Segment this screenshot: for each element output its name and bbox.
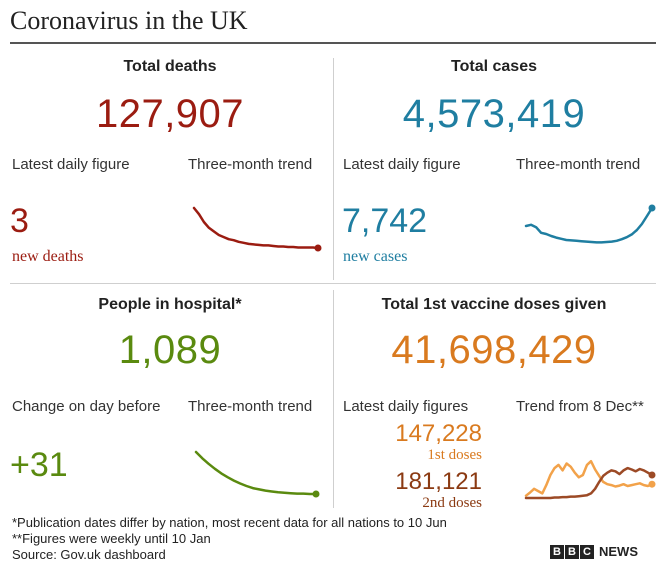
- hospital-total: 1,089: [118, 328, 222, 372]
- deaths-daily-label: new deaths: [12, 248, 84, 265]
- title-rule: [10, 42, 656, 44]
- trend-line-1-0: [524, 206, 654, 244]
- cases-heading: Total cases: [451, 58, 537, 75]
- source-note: Source: Gov.uk dashboard: [12, 547, 166, 562]
- trend-line-3-0: [524, 459, 654, 497]
- footnote-weekly-figures: **Figures were weekly until 10 Jan: [12, 531, 211, 546]
- hospital-heading: People in hospital*: [98, 296, 242, 313]
- vaccine-total: 41,698,429: [391, 328, 597, 372]
- bbc-logo-letter-2: B: [565, 544, 579, 559]
- hospital-change-figure: +31: [10, 446, 68, 484]
- bbc-logo-letter-1: B: [550, 544, 564, 559]
- deaths-daily-figure: 3: [10, 202, 29, 240]
- vaccine-heading: Total 1st vaccine doses given: [381, 296, 607, 313]
- bbc-news-logo: B B C NEWS: [550, 544, 638, 559]
- first-dose-label: 1st doses: [427, 447, 482, 463]
- deaths-trend-chart: [192, 206, 322, 252]
- first-dose-value: 147,228: [395, 420, 482, 447]
- horizontal-divider: [10, 283, 656, 284]
- deaths-heading: Total deaths: [123, 58, 217, 75]
- trend-end-point-3-1: [648, 471, 656, 479]
- trend-end-point-1-0: [648, 204, 656, 212]
- bbc-logo-word: NEWS: [599, 544, 638, 559]
- vertical-divider-top: [333, 58, 334, 280]
- trend-end-point-0-0: [314, 244, 322, 252]
- deaths-total: 127,907: [95, 92, 245, 136]
- vaccine-trend-chart: [524, 459, 656, 500]
- vaccine-latest-label: Latest daily figures: [343, 398, 469, 415]
- cases-daily-figure: 7,742: [342, 202, 428, 240]
- cases-daily-label: new cases: [343, 248, 408, 265]
- footnote-publication-dates: *Publication dates differ by nation, mos…: [12, 515, 447, 530]
- deaths-latest-label: Latest daily figure: [12, 156, 130, 173]
- trend-line-2-0: [194, 450, 318, 496]
- trend-line-0-0: [192, 206, 320, 250]
- hospital-change-label: Change on day before: [12, 398, 161, 415]
- cases-trend-label: Three-month trend: [516, 156, 641, 173]
- cases-trend-chart: [524, 204, 656, 244]
- trend-line-3-1: [524, 466, 654, 500]
- cases-total: 4,573,419: [402, 92, 586, 136]
- cases-latest-label: Latest daily figure: [343, 156, 461, 173]
- second-dose-value: 181,121: [395, 468, 482, 495]
- trend-end-point-3-0: [648, 480, 656, 488]
- hospital-trend-chart: [194, 450, 320, 498]
- deaths-trend-label: Three-month trend: [188, 156, 313, 173]
- bbc-logo-letter-3: C: [580, 544, 594, 559]
- trend-end-point-2-0: [312, 490, 320, 498]
- page-title: Coronavirus in the UK: [10, 6, 248, 35]
- second-dose-label: 2nd doses: [422, 495, 482, 511]
- hospital-trend-label: Three-month trend: [188, 398, 313, 415]
- vaccine-trend-label: Trend from 8 Dec**: [516, 398, 644, 415]
- vertical-divider-bottom: [333, 290, 334, 508]
